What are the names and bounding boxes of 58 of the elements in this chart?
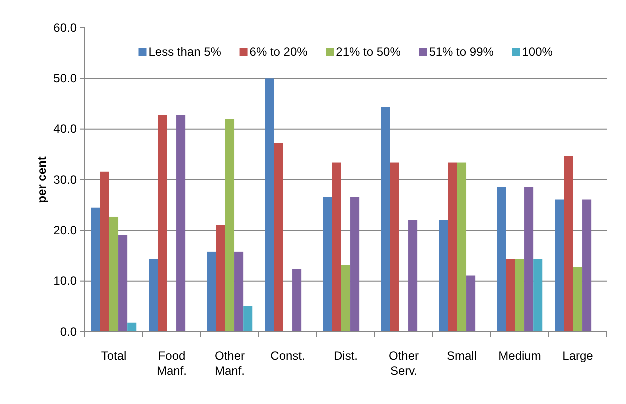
bar [274,143,284,332]
y-tick-label: 50.0 [54,72,78,86]
bar [564,156,574,332]
bar [466,276,476,332]
x-tick-label: Const. [270,349,306,363]
bar [100,172,110,332]
legend-label: 21% to 50% [336,45,402,59]
bar [265,78,274,332]
bar [158,115,168,332]
bar [234,252,244,332]
x-tick-label: Other Serv. [388,349,420,378]
bar [244,306,253,332]
bar [457,162,467,332]
legend-label: Less than 5% [148,45,222,59]
bar [128,322,137,332]
bar [225,119,235,332]
bar [555,200,564,332]
x-tick-label: Medium [498,349,542,363]
x-tick-label: Large [562,349,594,363]
bar [408,220,418,332]
bar [448,162,458,332]
bar [439,220,448,332]
bar [350,197,360,332]
bar [534,259,543,332]
bar [582,200,592,332]
bar [91,208,100,332]
y-tick-label: 0.0 [60,324,78,339]
y-tick-label: 20.0 [54,224,78,238]
bar [573,267,583,332]
bar [341,265,351,332]
x-tick-label: Total [101,349,127,363]
bar [515,259,525,332]
y-tick-label: 30.0 [54,172,78,187]
legend-label: 51% to 99% [429,45,494,59]
y-tick-label: 10.0 [54,274,78,288]
bar [292,269,302,332]
bar [497,187,506,332]
bar [176,115,186,332]
x-tick-label: Small [446,349,478,363]
bar [216,225,226,332]
bar [390,162,400,332]
bar [149,259,158,332]
bar [506,259,516,332]
legend-label: 100% [522,45,554,59]
legend-label: 6% to 20% [250,45,308,59]
bar [109,216,119,332]
y-axis-title: per cent [35,156,49,204]
bar [323,197,332,332]
y-tick-label: 40.0 [54,122,78,136]
y-tick-label: 60.0 [54,20,78,35]
x-tick-label: Food Manf. [156,349,188,378]
x-tick-label: Other Manf. [214,349,246,378]
bar [381,107,390,332]
x-tick-label: Dist. [334,349,358,363]
bar [332,162,342,332]
bar [524,187,534,332]
bar [118,235,128,332]
bar [207,252,216,332]
